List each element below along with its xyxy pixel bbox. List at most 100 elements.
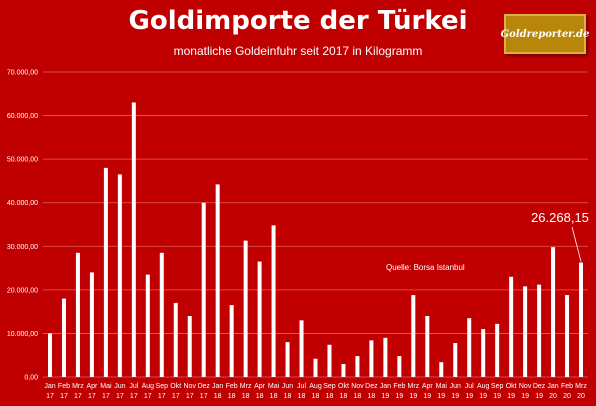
x-tick-label-month: Feb — [393, 383, 405, 390]
bar — [551, 247, 556, 377]
x-tick-label-month: Feb — [561, 383, 573, 390]
bar — [425, 316, 430, 377]
bar — [565, 295, 570, 377]
bar — [537, 284, 542, 377]
y-tick-label: 10.000,00 — [7, 331, 38, 338]
x-tick-label-month: Dez — [365, 383, 378, 390]
x-tick-label-year: 17 — [172, 393, 180, 400]
x-tick-label-month: Okt — [506, 383, 517, 390]
x-tick-label-month: Nov — [519, 383, 532, 390]
x-tick-label-year: 19 — [479, 393, 487, 400]
bar — [215, 184, 220, 377]
x-tick-label-year: 17 — [74, 393, 82, 400]
annotation-leader-line — [571, 226, 582, 262]
x-tick-label-month: Mai — [268, 383, 280, 390]
x-tick-label-month: Jul — [297, 383, 306, 390]
x-tick-label-year: 17 — [88, 393, 96, 400]
x-tick-label-year: 18 — [284, 393, 292, 400]
bar — [453, 343, 458, 377]
x-tick-label-month: Apr — [86, 383, 98, 390]
x-tick-label-month: Jun — [282, 383, 293, 390]
x-tick-label-month: Aug — [309, 383, 322, 390]
bar — [47, 333, 52, 377]
x-tick-label-month: Jan — [212, 383, 223, 390]
bar — [313, 358, 318, 377]
bar — [397, 356, 402, 377]
x-tick-label-month: Feb — [58, 383, 70, 390]
x-tick-label-month: Sep — [323, 383, 336, 390]
x-tick-label-year: 19 — [465, 393, 473, 400]
x-tick-label-year: 19 — [409, 393, 417, 400]
bar — [299, 320, 304, 377]
y-tick-label: 40.000,00 — [7, 200, 38, 207]
y-tick-label: 60.000,00 — [7, 113, 38, 120]
bar — [201, 202, 206, 377]
x-tick-label-year: 19 — [451, 393, 459, 400]
bar — [509, 276, 514, 377]
x-tick-label-year: 20 — [577, 393, 585, 400]
x-tick-label-month: Jul — [129, 383, 138, 390]
x-tick-label-year: 18 — [214, 393, 222, 400]
bar — [103, 167, 108, 377]
chart-title: Goldimporte der Türkei — [128, 6, 468, 36]
bar — [187, 316, 192, 377]
x-tick-label-month: Okt — [338, 383, 349, 390]
x-tick-label-month: Jan — [44, 383, 55, 390]
x-tick-label-month: Aug — [142, 383, 155, 390]
x-tick-label-month: Dez — [533, 383, 546, 390]
x-tick-label-month: Jul — [465, 383, 474, 390]
bar — [61, 298, 66, 377]
goldreporter-logo: Goldreporter.de — [501, 14, 589, 54]
x-tick-label-month: Nov — [184, 383, 197, 390]
x-tick-label-month: Apr — [422, 383, 434, 390]
x-tick-label-month: Aug — [477, 383, 490, 390]
x-tick-label-year: 18 — [326, 393, 334, 400]
x-tick-label-year: 20 — [549, 393, 557, 400]
x-tick-label-month: Mai — [100, 383, 112, 390]
bar — [229, 305, 234, 377]
y-tick-label: 30.000,00 — [7, 244, 38, 251]
x-tick-label-month: Mrz — [72, 383, 84, 390]
x-tick-label-month: Mrz — [240, 383, 252, 390]
bar — [411, 295, 416, 377]
chart-subtitle: monatliche Goldeinfuhr seit 2017 in Kilo… — [173, 44, 423, 58]
bar — [481, 329, 486, 377]
x-tick-label-year: 17 — [158, 393, 166, 400]
x-tick-label-year: 18 — [256, 393, 264, 400]
x-tick-label-year: 18 — [298, 393, 306, 400]
last-value-annotation: 26.268,15 — [531, 210, 589, 225]
bar — [75, 252, 80, 377]
bar — [271, 225, 276, 377]
bar — [341, 363, 346, 377]
bar — [579, 262, 584, 377]
bar — [145, 274, 150, 377]
x-tick-label-year: 20 — [563, 393, 571, 400]
x-tick-label-year: 18 — [367, 393, 375, 400]
x-tick-label-month: Mai — [436, 383, 448, 390]
x-tick-label-month: Nov — [351, 383, 364, 390]
source-note: Quelle: Borsa Istanbul — [386, 263, 465, 272]
x-tick-label-year: 19 — [507, 393, 515, 400]
x-tick-label-month: Jun — [450, 383, 461, 390]
bar — [159, 252, 164, 377]
x-tick-label-month: Jan — [380, 383, 391, 390]
x-tick-label-year: 17 — [116, 393, 124, 400]
x-tick-label-year: 19 — [437, 393, 445, 400]
y-tick-label: 20.000,00 — [7, 287, 38, 294]
bar — [369, 340, 374, 377]
bar — [257, 261, 262, 377]
x-tick-label-month: Jun — [114, 383, 125, 390]
x-tick-label-year: 17 — [102, 393, 110, 400]
bar — [439, 362, 444, 377]
bar — [383, 337, 388, 377]
x-tick-label-year: 18 — [228, 393, 236, 400]
x-tick-label-month: Sep — [156, 383, 169, 390]
x-tick-label-year: 19 — [493, 393, 501, 400]
x-tick-label-year: 18 — [242, 393, 250, 400]
x-tick-label-month: Jan — [547, 383, 558, 390]
bar — [327, 344, 332, 377]
x-tick-label-month: Feb — [226, 383, 238, 390]
x-tick-label-year: 19 — [423, 393, 431, 400]
